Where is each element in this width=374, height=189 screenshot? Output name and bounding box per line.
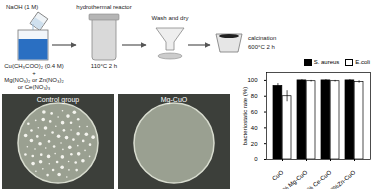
svg-text:100: 100 bbox=[247, 77, 258, 83]
svg-text:5% Mg-CuO: 5% Mg-CuO bbox=[279, 169, 308, 189]
svg-text:0: 0 bbox=[254, 156, 258, 162]
svg-text:Wash and dry: Wash and dry bbox=[152, 15, 189, 21]
svg-text:Mg-CuO: Mg-CuO bbox=[161, 96, 188, 104]
svg-text:60: 60 bbox=[251, 109, 258, 115]
svg-text:40: 40 bbox=[251, 125, 258, 131]
svg-text:or Ce(NO₃)₃: or Ce(NO₃)₃ bbox=[18, 84, 51, 90]
svg-text:110°C 2 h: 110°C 2 h bbox=[91, 63, 117, 69]
html-text:S. aureus: S. aureus bbox=[313, 59, 340, 66]
svg-text:hydrothermal reactor: hydrothermal reactor bbox=[76, 4, 131, 10]
svg-text:NaOH (1 M): NaOH (1 M) bbox=[6, 4, 38, 10]
svg-text:CuO: CuO bbox=[271, 169, 285, 182]
html-text:E.coli: E.coli bbox=[355, 59, 370, 66]
svg-text:Control group: Control group bbox=[37, 96, 80, 104]
svg-text:calcination: calcination bbox=[248, 35, 276, 41]
svg-text:Mg(NO₃)₂ or Zn(NO₃)₂: Mg(NO₃)₂ or Zn(NO₃)₂ bbox=[4, 77, 64, 83]
svg-text:80: 80 bbox=[251, 93, 258, 99]
svg-text:5% Ce-CuO: 5% Ce-CuO bbox=[304, 169, 333, 189]
svg-text:Cu(CH₃COO)₂ (0.4 M): Cu(CH₃COO)₂ (0.4 M) bbox=[4, 63, 63, 69]
svg-text:20: 20 bbox=[251, 141, 258, 147]
svg-text:3%Zn-CuO: 3%Zn-CuO bbox=[330, 169, 357, 189]
svg-text:+: + bbox=[32, 70, 36, 76]
svg-text:bacteriostatic rate (%): bacteriostatic rate (%) bbox=[242, 87, 248, 145]
svg-text:600°C 2 h: 600°C 2 h bbox=[248, 44, 275, 50]
